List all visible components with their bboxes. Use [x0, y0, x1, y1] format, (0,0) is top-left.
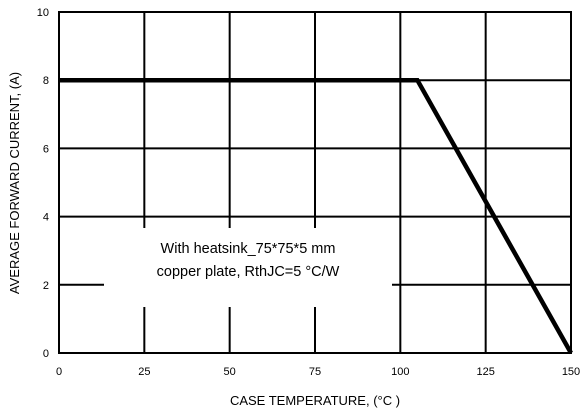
x-tick-labels: 0 25 50 75 100 125 150 [56, 366, 580, 378]
x-tick-label: 100 [391, 366, 409, 378]
y-tick-label: 4 [43, 212, 49, 224]
y-tick-label: 2 [43, 280, 49, 292]
y-tick-label: 0 [43, 348, 49, 360]
x-tick-label: 125 [476, 366, 494, 378]
annotation-line-1: With heatsink_75*75*5 mm [161, 241, 336, 257]
y-tick-labels: 0 2 4 6 8 10 [37, 7, 49, 360]
x-tick-label: 150 [562, 366, 580, 378]
y-tick-label: 8 [43, 75, 49, 87]
annotation-background [104, 228, 392, 307]
y-tick-label: 10 [37, 7, 49, 19]
plot-frame [58, 11, 572, 354]
y-axis-title: AVERAGE FORWARD CURRENT, (A) [7, 72, 22, 294]
x-tick-label: 50 [224, 366, 236, 378]
annotation-line-2: copper plate, RthJC=5 °C/W [157, 264, 340, 280]
series-line [59, 77, 573, 355]
x-tick-label: 0 [56, 366, 62, 378]
y-tick-label: 6 [43, 143, 49, 155]
x-tick-label: 75 [309, 366, 321, 378]
x-tick-label: 25 [138, 366, 150, 378]
x-axis-title: CASE TEMPERATURE, (°C ) [230, 393, 400, 408]
